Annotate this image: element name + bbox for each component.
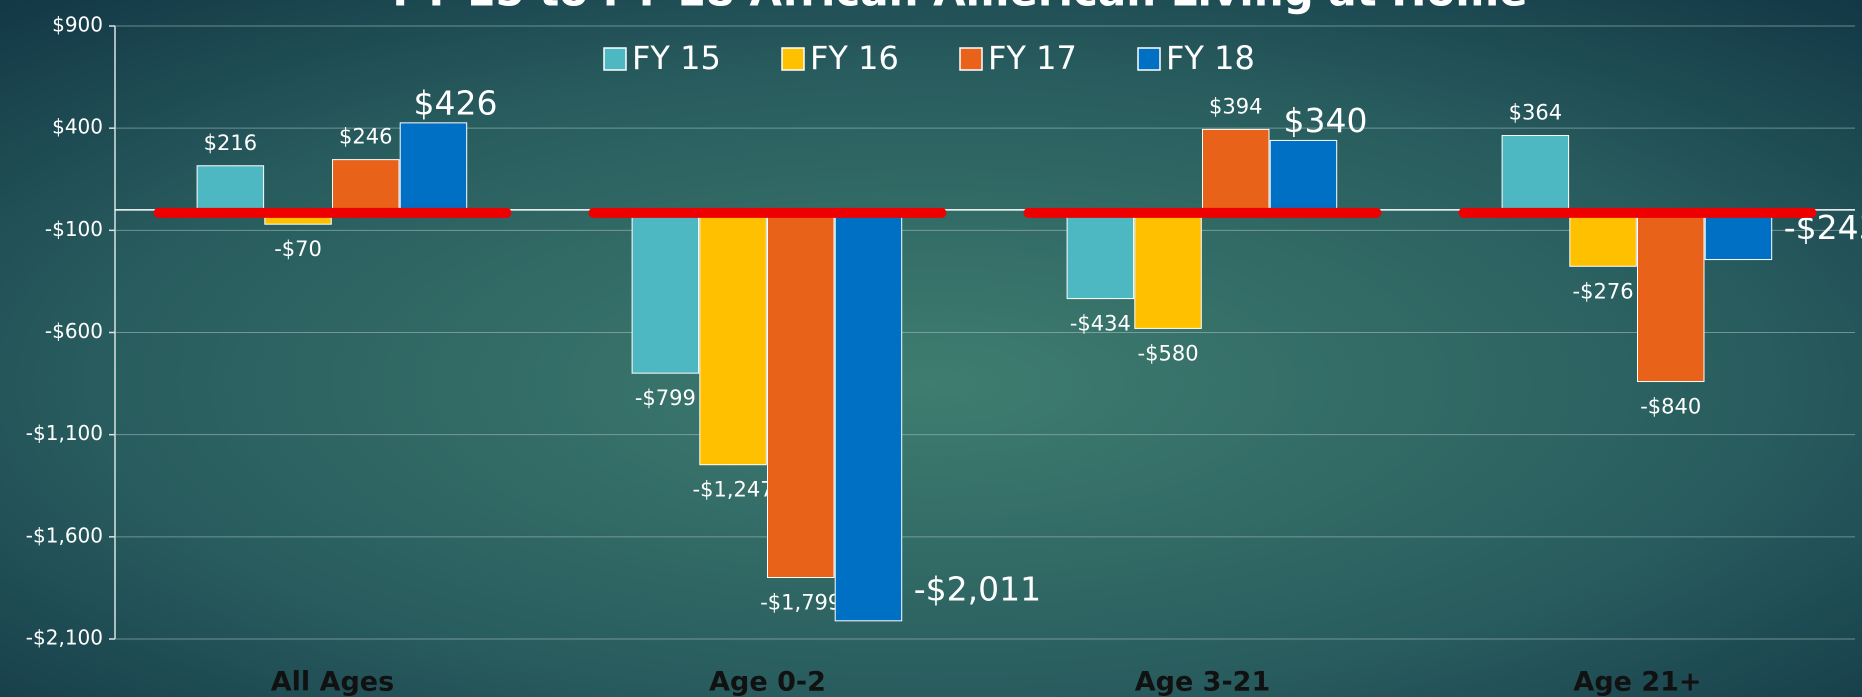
y-tick-label: -$1,600	[26, 523, 103, 547]
x-tick-label: Age 0-2	[709, 667, 826, 697]
legend-label: FY 16	[810, 39, 899, 77]
data-label: $364	[1509, 101, 1562, 125]
bar	[1569, 209, 1637, 267]
y-tick-label: $400	[52, 115, 103, 139]
data-label: -$580	[1138, 341, 1199, 365]
bar	[332, 159, 400, 211]
data-label: -$840	[1640, 395, 1701, 419]
data-label: $340	[1283, 101, 1367, 140]
data-label: -$799	[635, 386, 696, 410]
bar	[699, 209, 767, 466]
data-label: $426	[413, 83, 497, 122]
bar	[1269, 139, 1338, 211]
bar	[1637, 209, 1705, 383]
data-label: -$1,799	[760, 590, 841, 614]
y-tick-label: $900	[52, 13, 103, 37]
data-label: $216	[204, 131, 257, 155]
legend-swatch	[781, 47, 805, 71]
bar	[767, 209, 835, 578]
chart-title: FY 15 to FY 18 African American Living a…	[392, 0, 1527, 16]
bar	[834, 209, 903, 622]
bar	[196, 165, 265, 211]
data-label: -$1,247	[693, 478, 774, 502]
y-tick-label: -$100	[45, 217, 103, 241]
legend-swatch	[959, 47, 983, 71]
bar	[399, 122, 468, 211]
y-tick-label: -$600	[45, 319, 103, 343]
y-tick-label: -$1,100	[26, 421, 103, 445]
data-label: -$70	[274, 237, 322, 261]
bar	[1066, 209, 1135, 300]
legend-label: FY 17	[988, 39, 1077, 77]
data-label: -$2,011	[914, 569, 1041, 608]
data-label: -$434	[1070, 312, 1131, 336]
bar	[631, 209, 700, 374]
x-tick-label: Age 21+	[1573, 667, 1701, 697]
bar	[1501, 135, 1570, 211]
data-label: $246	[339, 125, 392, 149]
y-tick-label: -$2,100	[26, 626, 103, 650]
bar	[1134, 209, 1202, 329]
x-tick-label: Age 3-21	[1135, 667, 1271, 697]
data-label: -$276	[1573, 279, 1634, 303]
legend-swatch	[603, 47, 627, 71]
x-tick-label: All Ages	[271, 667, 394, 697]
bar	[1202, 128, 1270, 211]
data-label: $394	[1209, 94, 1262, 118]
legend-label: FY 18	[1166, 39, 1255, 77]
legend-swatch	[1137, 47, 1161, 71]
legend-label: FY 15	[632, 39, 721, 77]
